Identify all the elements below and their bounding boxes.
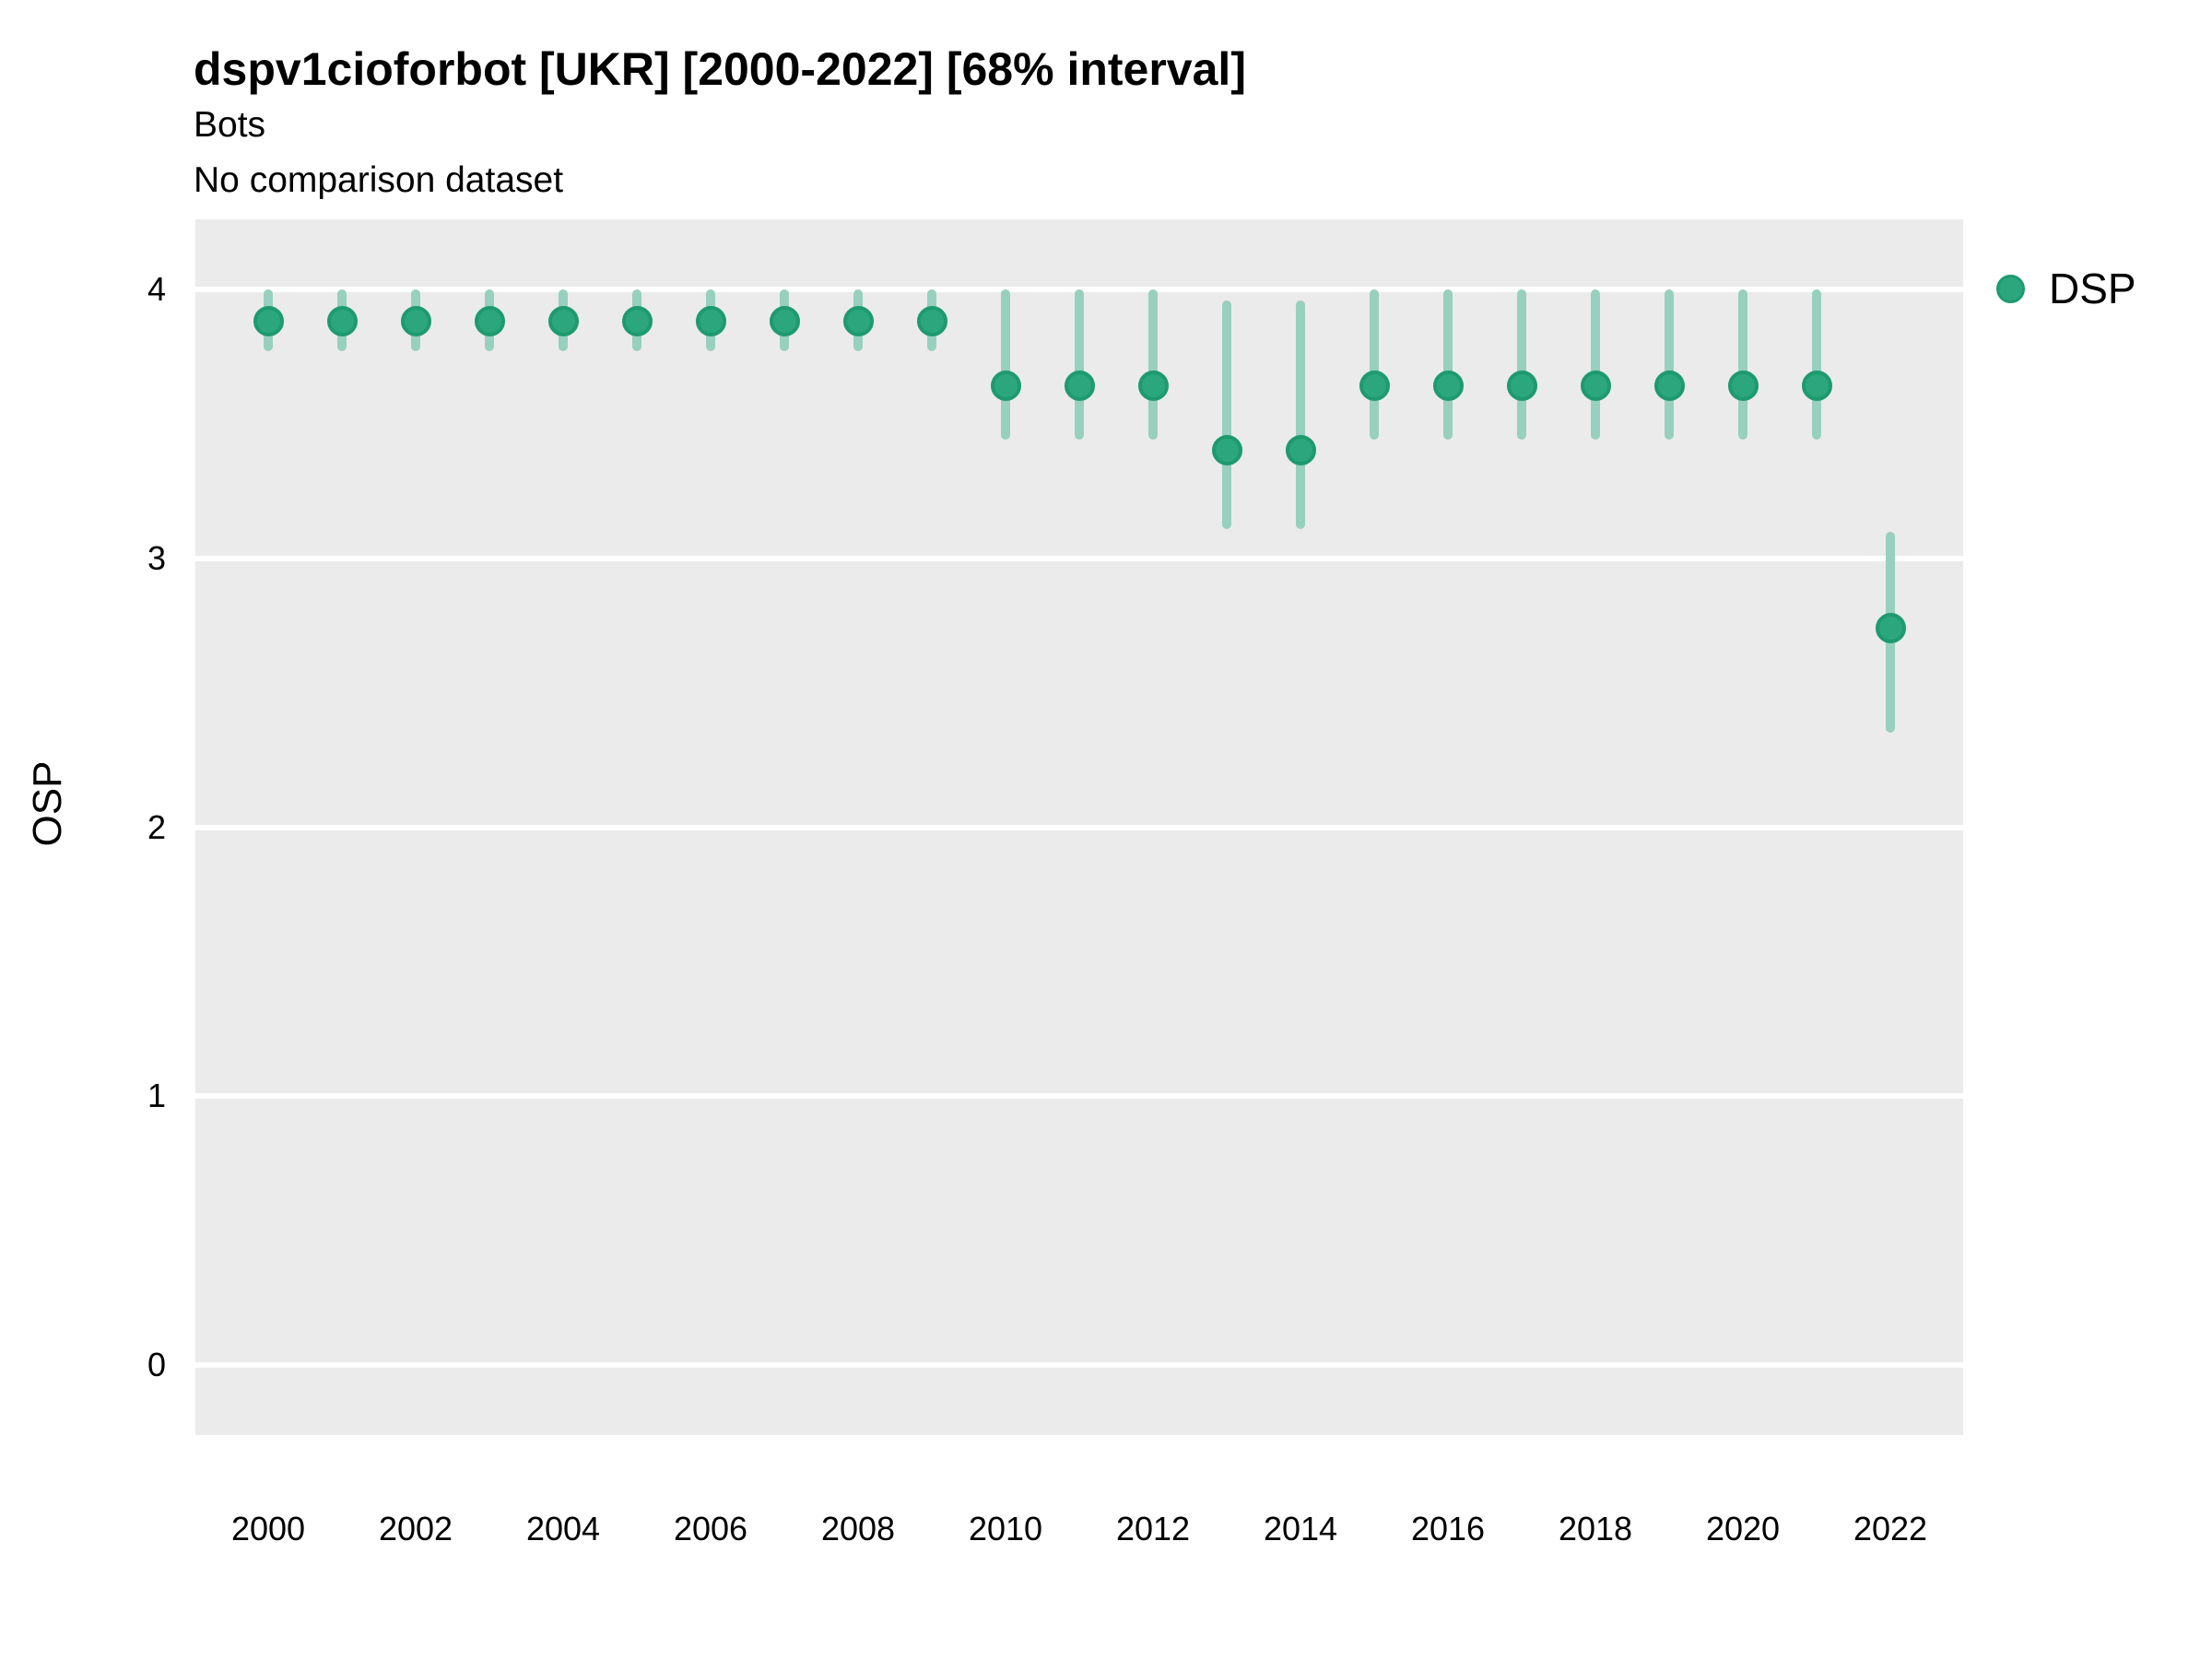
data-point-2022 <box>1875 613 1906 644</box>
x-tick-label-2016: 2016 <box>1410 1510 1486 1547</box>
data-point-2018 <box>1580 371 1611 402</box>
y-tick-label-0: 0 <box>147 1346 166 1384</box>
x-tick-label-2010: 2010 <box>968 1510 1043 1547</box>
data-point-2002 <box>400 306 431 337</box>
x-tick-label-2004: 2004 <box>525 1510 601 1547</box>
data-point-2006 <box>695 306 726 337</box>
data-point-2012 <box>1137 371 1169 402</box>
x-tick-label-2022: 2022 <box>1853 1510 1928 1547</box>
x-tick-label-2000: 2000 <box>230 1510 306 1547</box>
chart-subtitle: Bots <box>194 105 266 145</box>
data-point-2008 <box>842 306 874 337</box>
x-tick-label-2006: 2006 <box>673 1510 748 1547</box>
data-point-2017 <box>1506 371 1537 402</box>
interval-bar-2021 <box>1812 288 1821 441</box>
legend-point-icon <box>1996 274 2025 303</box>
chart-title: dspv1cioforbot [UKR] [2000-2022] [68% in… <box>194 43 1246 95</box>
data-point-2015 <box>1359 371 1390 402</box>
interval-bar-2019 <box>1665 288 1674 441</box>
x-tick-label-2020: 2020 <box>1705 1510 1781 1547</box>
y-tick-label-3: 3 <box>147 538 166 577</box>
y-tick-label-4: 4 <box>147 269 166 308</box>
interval-bar-2017 <box>1517 288 1526 441</box>
interval-bar-2010 <box>1001 288 1010 441</box>
data-point-2007 <box>769 306 800 337</box>
gridline-y-3 <box>195 555 1963 561</box>
y-tick-label-2: 2 <box>147 807 166 846</box>
data-point-2001 <box>326 306 358 337</box>
data-point-2021 <box>1801 371 1832 402</box>
gridline-y-2 <box>195 824 1963 830</box>
data-point-2004 <box>547 306 579 337</box>
data-point-2014 <box>1285 435 1316 466</box>
data-point-2016 <box>1432 371 1464 402</box>
x-tick-label-2018: 2018 <box>1558 1510 1633 1547</box>
data-point-2019 <box>1653 371 1685 402</box>
data-point-2020 <box>1727 371 1759 402</box>
x-tick-label-2012: 2012 <box>1115 1510 1191 1547</box>
plot-panel <box>195 219 1963 1435</box>
data-point-2013 <box>1211 435 1242 466</box>
interval-bar-2018 <box>1591 288 1600 441</box>
legend: DSP <box>1996 264 2136 313</box>
interval-bar-2012 <box>1148 288 1158 441</box>
data-point-2005 <box>621 306 653 337</box>
data-point-2000 <box>253 306 284 337</box>
interval-bar-2014 <box>1296 300 1305 529</box>
data-point-2009 <box>916 306 947 337</box>
legend-label: DSP <box>2049 265 2136 312</box>
data-point-2003 <box>474 306 505 337</box>
y-tick-label-1: 1 <box>147 1077 166 1115</box>
interval-bar-2011 <box>1075 288 1084 441</box>
interval-bar-2020 <box>1738 288 1747 441</box>
interval-bar-2013 <box>1222 300 1231 529</box>
x-tick-label-2002: 2002 <box>378 1510 453 1547</box>
data-point-2010 <box>990 371 1021 402</box>
x-tick-label-2008: 2008 <box>820 1510 896 1547</box>
chart-subtitle-line2: No comparison dataset <box>194 160 564 200</box>
x-tick-label-2014: 2014 <box>1263 1510 1338 1547</box>
interval-bar-2015 <box>1370 288 1379 441</box>
gridline-y-1 <box>195 1093 1963 1100</box>
gridline-y-0 <box>195 1362 1963 1369</box>
data-point-2011 <box>1064 371 1095 402</box>
interval-bar-2016 <box>1443 288 1453 441</box>
